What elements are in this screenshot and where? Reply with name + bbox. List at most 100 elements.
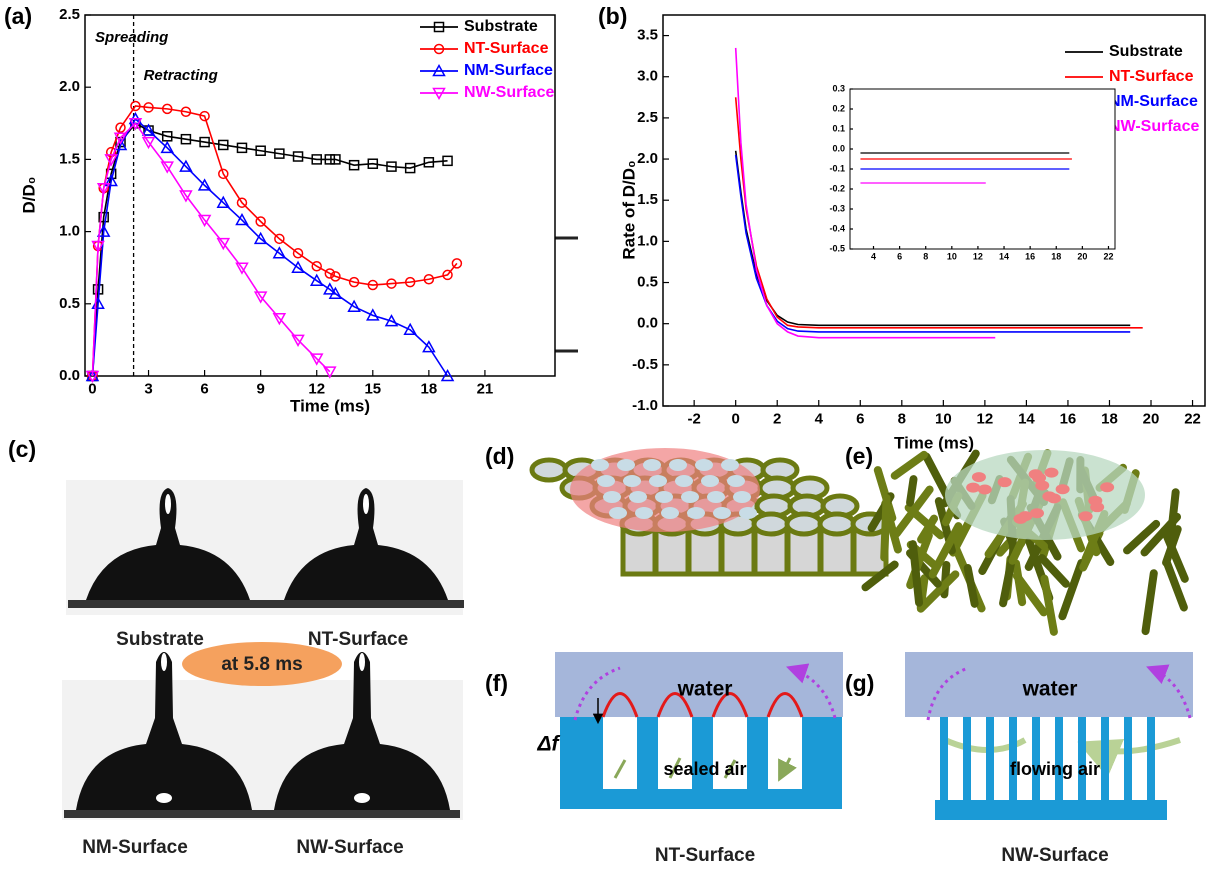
- photo-label: NW-Surface: [296, 837, 403, 858]
- contact-point: [966, 483, 980, 493]
- legend-label: NT-Surface: [464, 40, 549, 57]
- x-axis-label: Time (ms): [290, 396, 370, 415]
- x-tick-label: 14: [999, 251, 1009, 261]
- y-tick-label: 0.0: [59, 367, 80, 384]
- x-tick-label: 2: [773, 410, 781, 427]
- x-tick-label: 22: [1184, 410, 1201, 427]
- contact-point: [972, 472, 986, 482]
- contact-point: [1079, 511, 1093, 521]
- air-pocket: [721, 459, 739, 471]
- tube-top: [754, 514, 788, 534]
- y-tick-label: 1.0: [637, 232, 658, 249]
- x-tick-label: 4: [871, 251, 876, 261]
- x-tick-label: 10: [947, 251, 957, 261]
- air-pocket: [649, 475, 667, 487]
- nanowire-schematic: [865, 450, 1184, 632]
- x-tick-label: 9: [256, 380, 264, 397]
- rod: [1062, 563, 1081, 616]
- air-pocket: [635, 507, 653, 519]
- contact-point: [1013, 514, 1027, 524]
- tube-top: [820, 514, 854, 534]
- nanowire: [1101, 717, 1109, 802]
- y-tick-label: 3.0: [637, 68, 658, 85]
- annotation: Retracting: [144, 67, 218, 84]
- y-tick-label: 3.5: [637, 27, 658, 44]
- contact-point: [1100, 482, 1114, 492]
- rod: [895, 455, 924, 476]
- photo-label: NM-Surface: [82, 837, 188, 858]
- air-pocket: [609, 507, 627, 519]
- time-note: at 5.8 ms: [221, 654, 302, 675]
- nt-diagram: [555, 652, 843, 809]
- x-tick-label: 18: [1101, 410, 1118, 427]
- legend-label: NT-Surface: [1109, 68, 1194, 85]
- y-axis-label: Rate of D/D₀: [619, 160, 638, 259]
- x-tick-label: 14: [1018, 410, 1035, 427]
- x-tick-label: 0: [732, 410, 740, 427]
- x-tick-label: 4: [815, 410, 824, 427]
- air-pocket: [661, 507, 679, 519]
- panel-label: (c): [8, 436, 36, 462]
- panel-label: (e): [845, 443, 873, 469]
- x-tick-label: 8: [898, 410, 906, 427]
- legend-label: NW-Surface: [1109, 118, 1199, 135]
- air-pocket: [713, 507, 731, 519]
- y-tick-label: -0.5: [632, 356, 658, 373]
- y-axis-label: D/D₀: [19, 177, 38, 214]
- y-tick-label: 0.5: [637, 273, 658, 290]
- x-tick-label: 21: [477, 380, 494, 397]
- air-pocket: [643, 459, 661, 471]
- y-tick-label: 2.5: [59, 6, 80, 23]
- photo-label: Substrate: [116, 629, 204, 650]
- air-pocket: [707, 491, 725, 503]
- air-pocket: [675, 475, 693, 487]
- x-tick-label: 12: [977, 410, 994, 427]
- diagram-caption: NT-Surface: [655, 845, 755, 866]
- y-tick-label: -0.3: [829, 203, 845, 213]
- tube-top: [787, 514, 821, 534]
- air-label: flowing air: [1010, 759, 1100, 779]
- air-pocket: [727, 475, 745, 487]
- contact-point: [1030, 508, 1044, 518]
- contact-point: [1088, 496, 1102, 506]
- x-tick-label: 18: [1051, 251, 1061, 261]
- y-tick-label: -0.2: [829, 183, 845, 193]
- x-tick-label: 22: [1103, 251, 1113, 261]
- nanowire: [1147, 717, 1155, 802]
- y-tick-label: 0.0: [637, 315, 658, 332]
- y-tick-label: 1.5: [59, 150, 80, 167]
- air-pocket: [591, 459, 609, 471]
- gap-label: Δf: [536, 733, 560, 756]
- x-tick-label: 6: [200, 380, 208, 397]
- rod: [968, 568, 975, 604]
- y-tick-label: -0.1: [829, 163, 845, 173]
- y-tick-label: 0.1: [832, 123, 845, 133]
- nanowire: [940, 717, 948, 802]
- contact-point: [1056, 484, 1070, 494]
- legend-label: NM-Surface: [1109, 93, 1198, 110]
- annotation: Spreading: [95, 29, 168, 46]
- figure: (a) (b) (c) (d) (e) (f) (g): [0, 0, 1217, 866]
- nanotube-schematic: [532, 448, 887, 574]
- air-pocket: [617, 459, 635, 471]
- x-tick-label: 10: [935, 410, 952, 427]
- air-pocket: [603, 491, 621, 503]
- x-axis-label: Time (ms): [894, 433, 974, 452]
- legend-label: Substrate: [1109, 43, 1183, 60]
- legend-label: NW-Surface: [464, 84, 554, 101]
- panel-label: (g): [845, 670, 874, 696]
- rod: [1146, 573, 1154, 631]
- x-tick-label: 6: [856, 410, 864, 427]
- x-tick-label: 3: [144, 380, 152, 397]
- x-tick-label: 20: [1077, 251, 1087, 261]
- contact-point: [1044, 468, 1058, 478]
- air-pocket: [695, 459, 713, 471]
- y-tick-label: 2.5: [637, 109, 658, 126]
- nanowire: [963, 717, 971, 802]
- air-pocket: [597, 475, 615, 487]
- y-tick-label: 0.3: [832, 83, 845, 93]
- legend-label: Substrate: [464, 18, 538, 35]
- y-tick-label: 1.0: [59, 223, 80, 240]
- water-label: water: [1022, 678, 1078, 701]
- air-pocket: [701, 475, 719, 487]
